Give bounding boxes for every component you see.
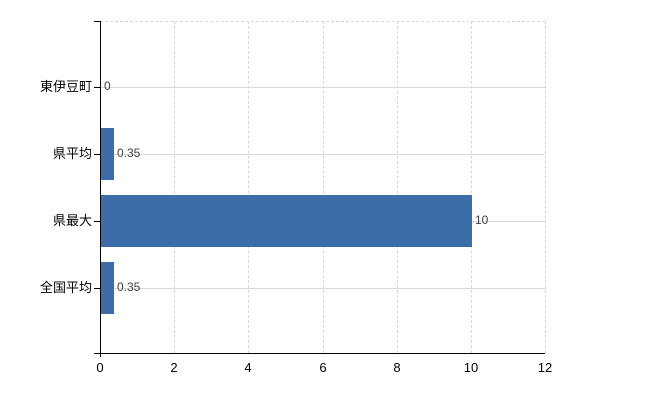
y-axis-tick bbox=[94, 21, 100, 22]
bar-value-label: 0.35 bbox=[117, 280, 141, 294]
bar[interactable] bbox=[101, 195, 472, 247]
bar-value-label: 10 bbox=[475, 213, 489, 227]
category-gridline bbox=[100, 154, 545, 155]
x-gridline bbox=[471, 21, 472, 353]
x-gridline bbox=[397, 21, 398, 353]
bar[interactable] bbox=[101, 262, 114, 314]
y-axis-tick bbox=[94, 221, 100, 222]
y-axis-tick bbox=[94, 288, 100, 289]
x-axis-line bbox=[94, 353, 545, 354]
x-tick-label: 0 bbox=[96, 360, 104, 375]
y-axis-tick bbox=[94, 87, 100, 88]
bar[interactable] bbox=[101, 128, 114, 180]
category-label: 県最大 bbox=[52, 213, 92, 228]
x-tick-label: 8 bbox=[393, 360, 401, 375]
x-tick-label: 6 bbox=[319, 360, 327, 375]
x-gridline bbox=[323, 21, 324, 353]
x-gridline bbox=[174, 21, 175, 353]
x-tick-label: 12 bbox=[537, 360, 553, 375]
y-axis-line bbox=[100, 21, 101, 357]
y-axis-tick bbox=[94, 154, 100, 155]
category-gridline bbox=[100, 288, 545, 289]
bar-value-label: 0.35 bbox=[117, 146, 141, 160]
category-label: 県平均 bbox=[52, 146, 92, 161]
x-tick-label: 2 bbox=[170, 360, 178, 375]
bar-value-label: 0 bbox=[104, 79, 111, 93]
x-gridline bbox=[545, 21, 546, 353]
category-label: 東伊豆町 bbox=[39, 79, 92, 94]
plot-top-border bbox=[100, 21, 545, 22]
category-gridline bbox=[100, 87, 545, 88]
x-tick-label: 10 bbox=[463, 360, 479, 375]
x-tick-label: 4 bbox=[244, 360, 252, 375]
x-gridline bbox=[248, 21, 249, 353]
category-label: 全国平均 bbox=[39, 280, 92, 295]
